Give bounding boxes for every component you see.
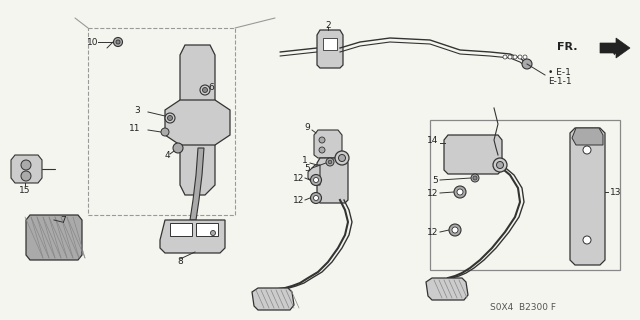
Circle shape bbox=[314, 196, 319, 201]
Polygon shape bbox=[317, 158, 348, 203]
Text: E-1-1: E-1-1 bbox=[548, 76, 572, 85]
Circle shape bbox=[165, 113, 175, 123]
Text: 3: 3 bbox=[134, 106, 140, 115]
Polygon shape bbox=[160, 220, 225, 253]
Circle shape bbox=[583, 146, 591, 154]
Circle shape bbox=[508, 55, 512, 59]
Text: 2: 2 bbox=[325, 20, 331, 29]
Text: 15: 15 bbox=[19, 186, 31, 195]
Circle shape bbox=[310, 174, 321, 186]
Circle shape bbox=[513, 55, 517, 59]
Circle shape bbox=[310, 193, 321, 204]
Circle shape bbox=[452, 227, 458, 233]
Polygon shape bbox=[317, 30, 343, 68]
Polygon shape bbox=[190, 148, 204, 220]
Polygon shape bbox=[444, 135, 502, 174]
Circle shape bbox=[493, 158, 507, 172]
Circle shape bbox=[168, 116, 173, 121]
Circle shape bbox=[471, 174, 479, 182]
Text: 5: 5 bbox=[432, 175, 438, 185]
Text: S0X4  B2300 F: S0X4 B2300 F bbox=[490, 303, 556, 313]
Polygon shape bbox=[170, 223, 192, 236]
Circle shape bbox=[116, 40, 120, 44]
Polygon shape bbox=[314, 130, 342, 158]
Circle shape bbox=[113, 37, 122, 46]
Circle shape bbox=[503, 55, 507, 59]
Circle shape bbox=[497, 162, 504, 169]
Polygon shape bbox=[600, 38, 630, 58]
Circle shape bbox=[454, 186, 466, 198]
Circle shape bbox=[339, 155, 346, 162]
Circle shape bbox=[200, 85, 210, 95]
Polygon shape bbox=[252, 288, 294, 310]
Circle shape bbox=[21, 171, 31, 181]
Text: 5: 5 bbox=[304, 164, 310, 172]
Circle shape bbox=[335, 151, 349, 165]
Text: 1: 1 bbox=[302, 156, 308, 164]
Circle shape bbox=[449, 224, 461, 236]
Text: FR.: FR. bbox=[557, 42, 578, 52]
Polygon shape bbox=[323, 38, 337, 50]
Text: 6: 6 bbox=[208, 83, 214, 92]
Text: 7: 7 bbox=[60, 215, 66, 225]
Circle shape bbox=[161, 128, 169, 136]
Polygon shape bbox=[308, 165, 320, 185]
Text: 14: 14 bbox=[427, 135, 438, 145]
Text: 12: 12 bbox=[427, 228, 438, 236]
Text: 13: 13 bbox=[610, 188, 621, 196]
Polygon shape bbox=[11, 155, 42, 183]
Circle shape bbox=[518, 55, 522, 59]
Text: 10: 10 bbox=[86, 37, 98, 46]
Text: 12: 12 bbox=[292, 196, 304, 204]
Text: 12: 12 bbox=[292, 173, 304, 182]
Circle shape bbox=[319, 137, 325, 143]
Text: 12: 12 bbox=[427, 188, 438, 197]
Circle shape bbox=[211, 230, 216, 236]
Circle shape bbox=[523, 55, 527, 59]
Text: 8: 8 bbox=[177, 258, 183, 267]
Polygon shape bbox=[180, 45, 215, 195]
Text: 11: 11 bbox=[129, 124, 140, 132]
Circle shape bbox=[473, 176, 477, 180]
Text: 9: 9 bbox=[304, 123, 310, 132]
Circle shape bbox=[457, 189, 463, 195]
Circle shape bbox=[21, 160, 31, 170]
Polygon shape bbox=[572, 128, 603, 145]
Polygon shape bbox=[165, 100, 230, 145]
Circle shape bbox=[328, 160, 332, 164]
Polygon shape bbox=[26, 215, 82, 260]
Text: 4: 4 bbox=[164, 150, 170, 159]
Circle shape bbox=[319, 147, 325, 153]
Circle shape bbox=[583, 236, 591, 244]
Polygon shape bbox=[426, 278, 468, 300]
Circle shape bbox=[202, 87, 207, 92]
Circle shape bbox=[173, 143, 183, 153]
Polygon shape bbox=[196, 223, 218, 236]
Circle shape bbox=[314, 178, 319, 182]
Circle shape bbox=[522, 59, 532, 69]
Circle shape bbox=[326, 158, 334, 166]
Polygon shape bbox=[570, 128, 605, 265]
Text: • E-1: • E-1 bbox=[548, 68, 571, 76]
